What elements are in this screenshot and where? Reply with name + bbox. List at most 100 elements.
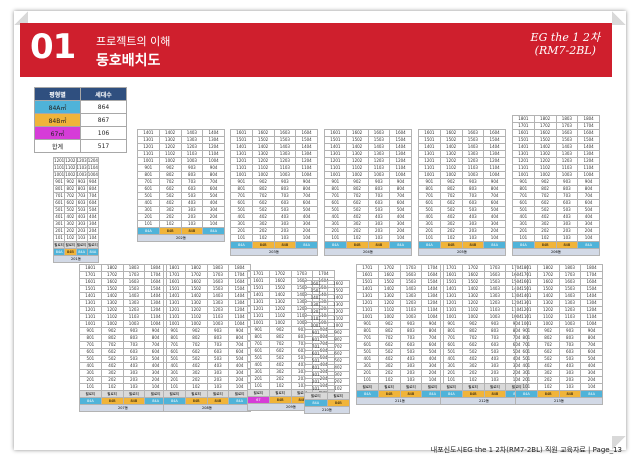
unit-cell: 1502 (345, 136, 369, 144)
unit-cell: 903 (483, 320, 507, 328)
unit-cell: 1303 (367, 150, 391, 158)
legend-unit-count: 517 (80, 139, 127, 153)
floor-row: 501 502 503 504 (137, 192, 225, 200)
unit-cell: 1703 (122, 271, 146, 279)
unit-cell: 303 (273, 220, 297, 228)
floor-row: 801 802 803 804 (163, 334, 251, 342)
unit-cell: 804 (86, 185, 100, 193)
building-block-210동: 1601 1602 1501 1502 1401 1402 1301 1302 1201 1202… (304, 280, 350, 414)
unit-cell: 1003 (558, 320, 582, 328)
unit-cell: 103 (180, 220, 204, 228)
unit-cell: 402 (158, 199, 182, 207)
unit-cell: 204 (580, 376, 603, 384)
unit-cell: 103 (206, 383, 230, 391)
unit-cell: 1104 (86, 164, 100, 172)
floor-row: 601 602 603 604 (52, 199, 100, 207)
unit-cell: 402 (345, 213, 369, 221)
unit-cell: 1203 (273, 157, 297, 165)
unit-cell: 1302 (100, 299, 124, 307)
building-name: 202동 (137, 234, 225, 242)
unit-cell: 1803 (558, 264, 582, 272)
unit-cell: 604 (202, 185, 225, 193)
unit-cell: 1503 (367, 136, 391, 144)
unit-cell: 202 (158, 213, 182, 221)
floor-row: 1101 1102 1103 1104 (79, 313, 167, 321)
floor-row: 901 902 903 904 (324, 178, 412, 186)
legend-type-label: 84B㎡ (34, 113, 81, 127)
building-block-211동: 1701 1702 1703 1704 1601 1602 1603 1604 1501 1502… (356, 264, 444, 405)
unit-cell: 301 (440, 362, 463, 370)
unit-cell: 1601 (304, 280, 328, 288)
unit-cell: 1504 (389, 136, 412, 144)
floor-row: 501 502 503 504 (356, 348, 444, 356)
unit-cell: 1801 (163, 264, 186, 272)
floor-row: 201 202 203 204 (52, 227, 100, 235)
unit-cell: 501 (137, 192, 160, 200)
unit-cell: 203 (367, 227, 391, 235)
unit-type-cell: 84B (461, 390, 485, 398)
unit-cell: 402 (377, 355, 401, 363)
unit-cell: 601 (230, 199, 253, 207)
unit-cell: 702 (345, 192, 369, 200)
unit-cell: 1301 (440, 292, 463, 300)
unit-cell: 1002 (64, 171, 77, 179)
unit-cell: 1603 (206, 278, 230, 286)
unit-type-cell: 84A (52, 248, 66, 256)
unit-cell: 1001 (324, 171, 347, 179)
unit-cell: 1402 (184, 292, 208, 300)
floor-row: 1801 1802 1803 1804 (512, 115, 600, 123)
unit-cell: 502 (268, 354, 292, 362)
unit-cell: 1103 (555, 164, 579, 172)
floor-row: 301 302 303 304 (356, 362, 444, 370)
unit-cell: 1303 (399, 292, 423, 300)
building-name-row: 207동 (79, 404, 167, 412)
unit-cell: 101 (304, 385, 328, 393)
floor-row: 501 502 503 504 (163, 355, 251, 363)
unit-cell: 1303 (461, 150, 485, 158)
unit-cell: 1403 (461, 143, 485, 151)
unit-cell: 501 (356, 348, 379, 356)
unit-cell: 1203 (122, 306, 146, 314)
unit-cell: 802 (533, 185, 557, 193)
unit-cell: 404 (202, 199, 225, 207)
unit-type-cell: 84A (163, 397, 186, 405)
unit-cell: 1403 (399, 285, 423, 293)
unit-type-cell: 84B (461, 241, 485, 249)
floor-row: 201 202 203 204 (79, 376, 167, 384)
unit-cell: 1304 (577, 150, 600, 158)
unit-cell: 302 (268, 368, 292, 376)
unit-cell: 1403 (180, 129, 204, 137)
floor-row: 901 902 903 904 (79, 327, 167, 335)
floor-row: 1701 1702 1703 1704 (515, 271, 603, 279)
unit-cell: 401 (515, 362, 538, 370)
building-block-201동: 1201 1202 1203 1204 1101 1102 1103 1104 1001 1002… (52, 157, 100, 263)
unit-cell: 1003 (75, 171, 88, 179)
unit-cell: 802 (345, 185, 369, 193)
unit-cell: 902 (439, 178, 463, 186)
floor-row: 1301 1302 1303 1304 (163, 299, 251, 307)
floor-row: 1301 1302 1303 1304 (79, 299, 167, 307)
floor-row: 1101 1102 1103 1104 (512, 164, 600, 172)
floor-row: 1001 1002 1003 1004 (418, 171, 506, 179)
unit-cell: 501 (52, 206, 66, 214)
unit-cell: 902 (536, 327, 560, 335)
floor-row: 701 702 703 704 (418, 192, 506, 200)
unit-cell: 404 (295, 213, 318, 221)
unit-cell: 1502 (533, 136, 557, 144)
floor-row: 901 902 903 904 (356, 320, 444, 328)
unit-cell: 901 (512, 178, 535, 186)
floor-row: 201 202 203 204 (515, 376, 603, 384)
legend-header-count: 세대수 (80, 87, 127, 101)
unit-cell: 1401 (515, 292, 538, 300)
unit-cell: 803 (180, 171, 204, 179)
unit-type-cell: 84B (399, 390, 423, 398)
building-block-202동: 1401 1402 1403 1404 1301 1302 1303 1304 1201 1202… (137, 129, 225, 242)
floor-row: 101 102 103 104 (52, 234, 100, 242)
unit-cell: 1603 (558, 278, 582, 286)
unit-cell: 1101 (230, 164, 253, 172)
pilotis-cell: 필로티 (52, 241, 66, 249)
page-corner-fold (612, 11, 626, 25)
unit-cell: 1202 (184, 306, 208, 314)
unit-cell: 803 (273, 185, 297, 193)
floor-row: 1301 1302 1303 1304 (515, 299, 603, 307)
